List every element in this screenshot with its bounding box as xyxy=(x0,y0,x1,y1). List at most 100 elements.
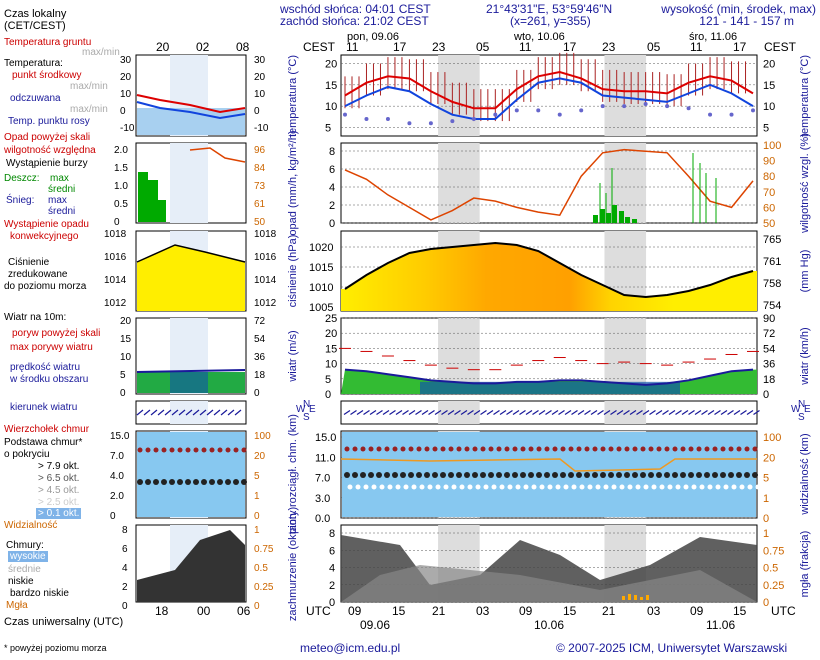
wind-arrow xyxy=(610,410,617,415)
legend-okt-4: > 2.5 okt. xyxy=(38,497,80,508)
cover-tick: 4 xyxy=(329,563,335,575)
wind-tick-left: 20 xyxy=(325,328,337,340)
top-hour-label: 23 xyxy=(602,40,616,54)
wind-arrow xyxy=(681,410,689,415)
cloud-base-dot-light xyxy=(595,484,601,490)
cloud-base-dot xyxy=(664,472,670,478)
wind-arrow xyxy=(688,410,695,415)
mini-precip-tick: 2.0 xyxy=(114,145,128,156)
cloud-base-dot xyxy=(720,472,726,478)
cloud-base-dot xyxy=(448,472,454,478)
legend-humidity: wilgotność względna xyxy=(4,145,96,156)
mini-cover-tick: 4 xyxy=(122,563,128,574)
night-band xyxy=(604,143,647,223)
precip-bar xyxy=(593,215,598,223)
top-hour-label: 05 xyxy=(647,40,661,54)
cloud-base-dot xyxy=(576,472,582,478)
email-link[interactable]: meteo@icm.edu.pl xyxy=(300,641,401,655)
night-band xyxy=(438,401,480,424)
cloud-base-dot-light xyxy=(435,484,441,490)
footnote: * powyżej poziomu morza xyxy=(4,643,107,653)
cloud-base-dot-light xyxy=(499,484,505,490)
vis-tick: 5 xyxy=(763,473,769,485)
mini-fog-tick: 0 xyxy=(254,601,260,612)
mini-top-hour: 20 xyxy=(156,40,170,54)
press-axis-title: ciśnienie (hPa) xyxy=(287,235,299,308)
legend-feel-maxmin: max/min xyxy=(70,104,108,115)
dew-point-dot xyxy=(385,116,390,121)
mini-cover-tick: 2 xyxy=(122,582,128,593)
vis-tick: 0 xyxy=(763,513,769,525)
night-band xyxy=(604,318,647,394)
mini-precip-tick: 1.0 xyxy=(114,181,128,192)
height-label: wysokość (min, środek, max) xyxy=(661,2,816,16)
mini-temp-tick-left: -10 xyxy=(120,123,135,134)
cloud-base-dot-light xyxy=(387,484,393,490)
vis-tick: 20 xyxy=(763,452,775,464)
legend-conv-2: konwekcyjnego xyxy=(10,231,79,242)
shear-dot xyxy=(728,446,734,452)
hum-tick: 90 xyxy=(763,156,775,168)
cloud-base-dot-light xyxy=(347,484,353,490)
fog-tick: 0 xyxy=(763,597,769,609)
shear-dot xyxy=(576,446,582,452)
top-hour-label: 11 xyxy=(346,40,359,54)
shear-dot xyxy=(664,446,670,452)
cover-tick: 8 xyxy=(329,528,335,540)
wind-arrow xyxy=(720,410,728,415)
dew-point-dot xyxy=(514,108,519,113)
mini-hum-tick: 84 xyxy=(254,163,266,174)
legend-press-2: zredukowane xyxy=(8,269,68,280)
dew-point-dot xyxy=(686,106,691,111)
cloud-base-dot-light xyxy=(523,484,529,490)
cloud-base-dot xyxy=(376,472,382,478)
wind-arrow xyxy=(590,410,598,415)
mini-press-tick-left: 1016 xyxy=(104,252,127,263)
mini-precip-tick: 0.5 xyxy=(114,199,128,210)
dir-label-e-right: E xyxy=(804,404,811,415)
cloud-base-dot xyxy=(440,472,446,478)
mini-press-tick-right: 1016 xyxy=(254,252,277,263)
cloud-base-dot xyxy=(392,472,398,478)
cloud-base-dot-light xyxy=(483,484,489,490)
legend-okt-3: > 4.5 okt. xyxy=(38,485,80,496)
wind-arrow xyxy=(655,410,663,415)
cloud-base-dot-light xyxy=(531,484,537,490)
shear-dot xyxy=(360,446,366,452)
tz-local-sub: (CET/CEST) xyxy=(4,20,66,32)
mini-wind-arrow xyxy=(213,409,221,416)
mini-rain-bar xyxy=(138,172,148,222)
mini-vis-tick: 5 xyxy=(254,471,260,482)
wind-arrow xyxy=(642,410,650,415)
press-tick-right: 754 xyxy=(763,300,781,312)
vis-axis-title: widzialność (km) xyxy=(799,433,811,515)
mini-vis-tick: 0 xyxy=(254,511,260,522)
shear-dot xyxy=(752,446,758,452)
bottom-hour-label: 15 xyxy=(733,604,747,618)
dew-point-dot xyxy=(622,104,627,109)
cloud-base-dot-light xyxy=(467,484,473,490)
cloud-base-dot-light xyxy=(715,484,721,490)
shear-dot xyxy=(704,446,710,452)
cloud-base-dot-light xyxy=(451,484,457,490)
wind-arrow xyxy=(662,410,669,415)
mini-hum-tick: 73 xyxy=(254,181,266,192)
wind-tick-left: 15 xyxy=(325,343,337,355)
mini-wind-arrow xyxy=(220,409,228,416)
cloud-base-dot xyxy=(424,472,430,478)
mini-hum-tick: 50 xyxy=(254,217,266,228)
cloud-base-dot-light xyxy=(707,484,713,490)
cloud-base-dot-light xyxy=(491,484,497,490)
wind-arrow xyxy=(376,410,383,415)
mini-press-tick-left: 1014 xyxy=(104,275,127,286)
cloud-base-dot-light xyxy=(443,484,449,490)
cloud-base-dot xyxy=(408,472,414,478)
mini-wind-calm xyxy=(170,372,208,393)
vis-tick: 1 xyxy=(763,493,769,505)
cloud-base-dot-light xyxy=(411,484,417,490)
legend-rain: Deszcz: xyxy=(4,173,40,184)
bottom-hour-label: 03 xyxy=(476,604,490,618)
bottom-hour-label: 09 xyxy=(519,604,533,618)
wind-arrow xyxy=(506,410,513,415)
shear-dot xyxy=(600,446,606,452)
